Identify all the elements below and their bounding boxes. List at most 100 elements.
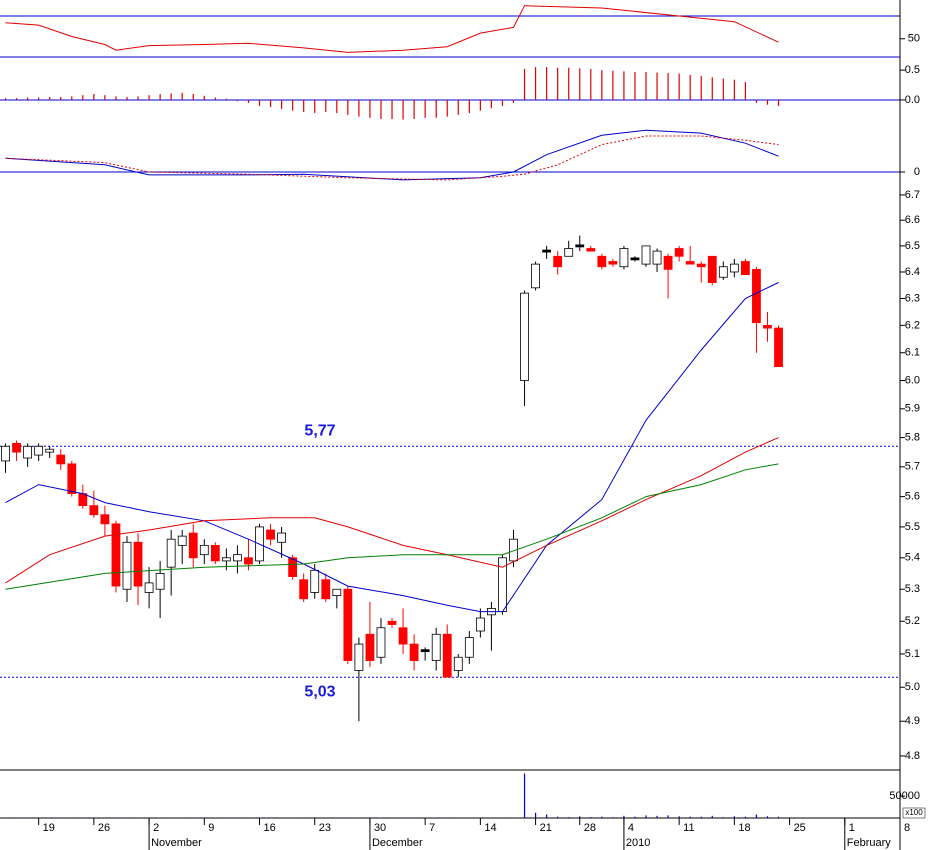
candle-body [707,255,717,283]
candle-body [774,327,783,367]
bar [744,82,746,100]
candle-body [67,463,77,495]
candle-body [1,445,10,462]
bar [546,814,548,818]
y-tick-label: 5.3 [905,583,920,595]
y-tick-label: 5.9 [905,403,920,415]
bar [435,99,437,118]
bar [601,816,603,818]
bar [126,96,128,100]
y-tick-label: 50 [908,33,920,45]
bar [766,99,769,105]
x-tick-label: 7 [429,822,435,834]
bar [777,99,780,106]
candle-body [34,445,44,456]
bar [380,99,382,120]
candle-body [343,588,353,661]
bar [557,816,559,818]
bar [236,99,239,102]
y-tick-label: 5.5 [905,521,920,533]
y-tick-label: 5.2 [905,615,920,627]
candle-body [641,245,651,265]
bar [667,815,669,818]
candle-body [111,523,121,587]
candle-body [752,268,761,324]
bar [148,95,150,100]
candle-body [332,588,342,596]
bar [623,815,625,818]
candle-body [321,579,331,600]
candle-body [100,514,110,525]
candle-body [597,255,607,268]
bar [590,817,592,818]
candle-body [233,554,242,562]
bar [700,816,702,818]
bar [667,73,669,100]
candle-body [652,250,662,265]
bar [590,68,592,100]
bar [93,93,95,100]
bar [159,93,161,100]
bar [479,99,481,111]
candle-body [674,248,684,257]
x-tick-label: 1 [849,822,855,834]
y-tick-label: 6.7 [905,189,920,201]
bar [4,98,7,100]
candle-body [78,493,88,507]
bar [336,99,338,114]
candle-body [453,656,463,671]
bar [347,99,349,115]
month-label: 2010 [626,837,650,849]
bar [490,99,493,109]
line-series [5,135,779,181]
bar [391,99,393,120]
bar [115,96,117,100]
bar [656,815,658,818]
bar [501,99,504,106]
bar [656,72,658,100]
bar [325,99,327,112]
bar [612,817,614,818]
x-tick-label: 11 [683,822,694,834]
bar [645,815,647,818]
candle-body [409,643,419,661]
x-tick-label: 21 [540,822,552,834]
bar [413,99,415,120]
candle-body [244,557,253,565]
candle-body [718,266,728,278]
candle-body [442,633,452,678]
month-label: February [847,837,892,849]
line-series [5,463,779,590]
candle-body [288,557,298,577]
candle-body [553,255,563,268]
candle-body [509,538,518,562]
month-label: November [151,837,202,849]
candle-body [199,544,209,556]
candle-body [586,248,596,252]
line-series [5,437,779,584]
x-tick-label: 19 [43,822,55,834]
bar [579,816,581,818]
candle-body [763,324,772,329]
y-tick-label: 5.4 [905,552,920,564]
x-tick-label: 16 [264,822,276,834]
y-tick-label: 5.0 [905,681,920,693]
line-series [5,129,779,181]
bar [369,99,371,118]
bar [292,99,294,111]
month-label: December [372,837,423,849]
bar [269,99,272,108]
candle-body [166,538,176,568]
y-tick-label: 6.0 [905,374,920,386]
candle-body [575,244,585,248]
bar [314,99,316,114]
bar [181,92,183,100]
bar [280,99,283,109]
unit-box [902,807,926,819]
y-tick-label: 6.5 [905,240,920,252]
bar [214,97,216,100]
candle-body [464,637,474,658]
bar [733,79,735,100]
y-tick-label: 5.6 [905,491,920,503]
